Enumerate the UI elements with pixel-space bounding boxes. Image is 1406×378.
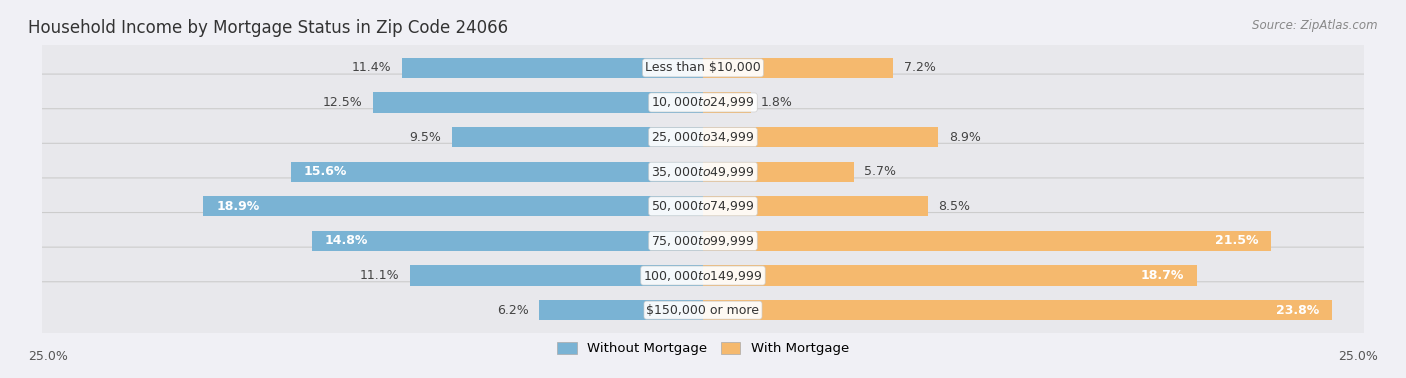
Bar — [703, 58, 893, 78]
Bar — [312, 231, 703, 251]
Bar — [204, 196, 703, 216]
Text: 18.9%: 18.9% — [217, 200, 260, 213]
Bar — [703, 265, 1198, 285]
Text: 5.7%: 5.7% — [865, 165, 896, 178]
Text: 25.0%: 25.0% — [28, 350, 67, 363]
Text: 6.2%: 6.2% — [496, 304, 529, 317]
Bar — [703, 231, 1271, 251]
Text: $150,000 or more: $150,000 or more — [647, 304, 759, 317]
Text: 11.4%: 11.4% — [352, 61, 391, 74]
Text: 14.8%: 14.8% — [325, 234, 368, 248]
Text: $50,000 to $74,999: $50,000 to $74,999 — [651, 199, 755, 213]
Text: $10,000 to $24,999: $10,000 to $24,999 — [651, 96, 755, 110]
FancyBboxPatch shape — [28, 39, 1378, 96]
Text: 23.8%: 23.8% — [1275, 304, 1319, 317]
Bar — [451, 127, 703, 147]
Text: 9.5%: 9.5% — [409, 130, 441, 144]
Text: $25,000 to $34,999: $25,000 to $34,999 — [651, 130, 755, 144]
FancyBboxPatch shape — [28, 178, 1378, 235]
Text: 1.8%: 1.8% — [761, 96, 793, 109]
Text: 11.1%: 11.1% — [360, 269, 399, 282]
Text: Household Income by Mortgage Status in Zip Code 24066: Household Income by Mortgage Status in Z… — [28, 19, 508, 37]
FancyBboxPatch shape — [28, 143, 1378, 200]
Text: 8.9%: 8.9% — [949, 130, 981, 144]
FancyBboxPatch shape — [28, 74, 1378, 131]
Text: 7.2%: 7.2% — [904, 61, 936, 74]
FancyBboxPatch shape — [28, 282, 1378, 339]
Text: 18.7%: 18.7% — [1140, 269, 1184, 282]
Text: 21.5%: 21.5% — [1215, 234, 1258, 248]
Text: 25.0%: 25.0% — [1339, 350, 1378, 363]
Legend: Without Mortgage, With Mortgage: Without Mortgage, With Mortgage — [551, 336, 855, 361]
Text: Source: ZipAtlas.com: Source: ZipAtlas.com — [1253, 19, 1378, 32]
Bar — [373, 93, 703, 113]
Text: 12.5%: 12.5% — [322, 96, 361, 109]
Bar — [703, 300, 1331, 320]
Text: $75,000 to $99,999: $75,000 to $99,999 — [651, 234, 755, 248]
Bar — [703, 162, 853, 182]
FancyBboxPatch shape — [28, 109, 1378, 166]
Text: 15.6%: 15.6% — [304, 165, 347, 178]
Bar — [703, 93, 751, 113]
Bar — [409, 265, 703, 285]
Text: $100,000 to $149,999: $100,000 to $149,999 — [644, 268, 762, 282]
Bar — [538, 300, 703, 320]
FancyBboxPatch shape — [28, 212, 1378, 269]
Text: Less than $10,000: Less than $10,000 — [645, 61, 761, 74]
Bar — [291, 162, 703, 182]
FancyBboxPatch shape — [28, 247, 1378, 304]
Text: $35,000 to $49,999: $35,000 to $49,999 — [651, 165, 755, 179]
Bar — [703, 196, 928, 216]
Bar — [402, 58, 703, 78]
Bar — [703, 127, 938, 147]
Text: 8.5%: 8.5% — [938, 200, 970, 213]
